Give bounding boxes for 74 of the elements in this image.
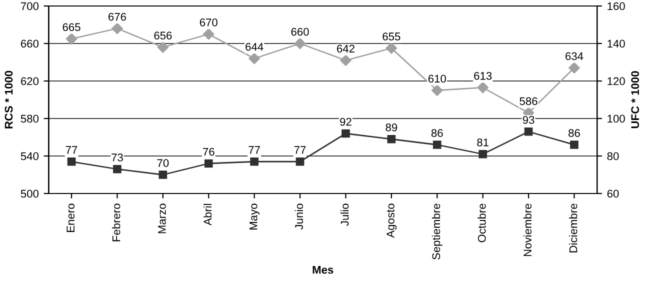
data-label: 644 — [246, 42, 264, 51]
x-tick-label: Febrero — [112, 204, 120, 242]
data-label: 610 — [428, 74, 446, 83]
data-label: 81 — [477, 138, 488, 146]
y-tick-label: 580 — [20, 114, 39, 123]
point — [432, 140, 442, 149]
x-axis-title: Mes — [312, 266, 334, 274]
data-label: 670 — [200, 18, 218, 26]
data-label: 634 — [566, 52, 584, 60]
point — [203, 28, 214, 40]
point — [568, 62, 580, 74]
x-tick-label: Junio — [294, 204, 304, 230]
y2-tick-label: 120 — [608, 77, 625, 86]
y2-axis-title: UFC * 1000 — [631, 71, 640, 128]
point — [296, 157, 304, 166]
y2-tick-label: 60 — [607, 190, 619, 198]
point — [524, 127, 533, 136]
y-tick-label: 700 — [20, 2, 39, 10]
data-label: 77 — [66, 146, 78, 154]
point — [67, 157, 76, 166]
point — [342, 129, 350, 138]
point — [204, 159, 213, 168]
point — [478, 150, 487, 158]
point — [66, 33, 78, 44]
x-tick-label: Diciembre — [569, 204, 578, 252]
y-tick-label: 500 — [20, 190, 39, 198]
y2-tick-label: 100 — [608, 114, 625, 123]
x-tick-label: Julio — [340, 204, 349, 226]
data-label: 77 — [248, 146, 260, 154]
data-label: 89 — [386, 124, 398, 132]
y-axis-title: RCS * 1000 — [4, 70, 13, 128]
x-tick-label: Septiembre — [432, 204, 442, 260]
data-label: 586 — [520, 97, 538, 106]
data-label: 655 — [382, 32, 400, 40]
y-tick-label: 540 — [20, 152, 39, 160]
data-label: 92 — [340, 118, 352, 126]
data-label: 70 — [157, 159, 169, 167]
point — [387, 134, 396, 144]
x-tick-label: Mayo — [250, 204, 260, 230]
point — [432, 84, 443, 96]
point — [157, 42, 169, 53]
x-tick-label: Agosto — [386, 204, 397, 238]
point — [477, 82, 488, 94]
point — [250, 157, 258, 166]
data-label: 76 — [203, 148, 214, 156]
data-label: 656 — [154, 32, 172, 40]
data-label: 93 — [522, 116, 534, 124]
point — [248, 52, 260, 64]
data-label: 642 — [337, 44, 354, 53]
point — [340, 54, 352, 66]
data-label: 86 — [431, 129, 443, 137]
y2-tick-label: 80 — [607, 152, 619, 160]
x-tick-label: Enero — [66, 204, 75, 232]
data-label: 660 — [291, 28, 309, 36]
data-label: 77 — [294, 146, 306, 154]
data-label: 676 — [108, 12, 126, 21]
point — [294, 38, 306, 50]
y2-tick-label: 160 — [608, 2, 625, 10]
point — [112, 22, 123, 34]
x-tick-label: Noviembre — [523, 204, 532, 256]
x-tick-label: Octubre — [478, 204, 486, 242]
data-label: 613 — [474, 72, 492, 80]
x-tick-label: Marzo — [158, 204, 166, 234]
data-label: 73 — [112, 154, 123, 162]
point — [158, 170, 168, 179]
x-tick-label: Abril — [203, 204, 212, 226]
point — [570, 140, 578, 149]
data-label: 665 — [62, 23, 80, 32]
y-tick-label: 620 — [20, 77, 39, 86]
y-tick-label: 660 — [20, 40, 39, 48]
data-label: 86 — [568, 129, 580, 137]
y2-tick-label: 140 — [608, 40, 625, 48]
point — [113, 164, 122, 174]
point — [386, 42, 398, 54]
